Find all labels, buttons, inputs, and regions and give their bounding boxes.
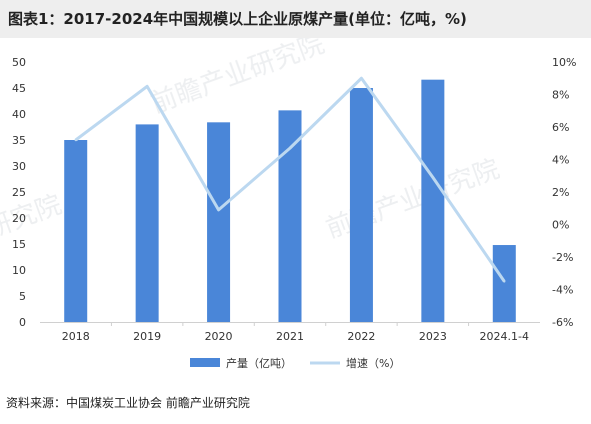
x-tick-label: 2021: [276, 330, 304, 343]
line-point: [288, 146, 292, 150]
bar: [207, 122, 231, 322]
y-left-tick-label: 15: [12, 238, 26, 251]
y-right-tick-label: 2%: [552, 186, 569, 199]
bar: [421, 79, 445, 323]
x-tick-label: 2018: [62, 330, 90, 343]
line-point: [503, 280, 506, 283]
y-left-tick-label: 20: [12, 212, 26, 225]
legend-label: 产量（亿吨）: [226, 356, 292, 370]
bar: [278, 110, 302, 322]
line-series: [74, 76, 506, 283]
line-point: [145, 85, 149, 88]
y-left-tick-label: 10: [12, 264, 26, 277]
bar: [135, 124, 159, 323]
legend-swatch-bar: [190, 358, 220, 367]
y-left-tick-label: 5: [19, 290, 26, 303]
line-point: [74, 138, 77, 142]
y-right-tick-label: 6%: [552, 121, 569, 134]
y-left-tick-label: 50: [12, 56, 26, 69]
watermark-mark: 前瞻产业研究院: [322, 154, 503, 244]
x-tick-label: 2019: [133, 330, 161, 343]
y-right-tick-label: 4%: [552, 154, 569, 167]
line-point: [431, 176, 435, 179]
chart-title: 图表1：2017-2024年中国规模以上企业原煤产量(单位：亿吨，%): [0, 0, 591, 38]
x-tick-label: 2023: [419, 330, 447, 343]
bar-series: [64, 79, 516, 323]
y-right-tick-label: 10%: [552, 56, 576, 69]
legend-label: 增速（%）: [346, 356, 400, 370]
bar: [64, 140, 88, 322]
watermark-mark: 研究院: [0, 190, 66, 245]
y-right-tick-label: -6%: [552, 316, 573, 329]
watermark-mark: 前瞻产业研究院: [147, 38, 328, 120]
y-right-tick-label: -4%: [552, 284, 573, 297]
y-right-tick-label: 8%: [552, 89, 569, 102]
x-tick-label: 2022: [347, 330, 375, 343]
bar: [492, 245, 516, 322]
bar: [349, 88, 373, 322]
y-left-tick-label: 35: [12, 134, 26, 147]
source-note: 资料来源：中国煤炭工业协会 前瞻产业研究院: [6, 396, 250, 410]
y-left-tick-label: 25: [12, 186, 26, 199]
legend: 产量（亿吨） 增速（%）: [190, 356, 400, 370]
line-point: [217, 208, 220, 212]
x-tick-label: 2024.1-4: [480, 330, 529, 343]
x-tick-label: 2020: [205, 330, 233, 343]
y-left-tick-label: 30: [12, 160, 26, 173]
y-left-tick-label: 40: [12, 108, 26, 121]
y-right-tick-label: 0%: [552, 219, 569, 232]
chart-area: 前瞻产业研究院 前瞻产业研究院 研究院 2018 2019 2020 2021 2022…: [0, 38, 576, 370]
y-right-tick-label: -2%: [552, 251, 573, 264]
axes: 2018 2019 2020 2021 2022 2023 2024.1-4 0 5 10 15 20…: [12, 56, 576, 343]
y-left-tick-label: 0: [19, 316, 26, 329]
y-left-tick-label: 45: [12, 82, 26, 95]
line-point: [360, 77, 363, 80]
